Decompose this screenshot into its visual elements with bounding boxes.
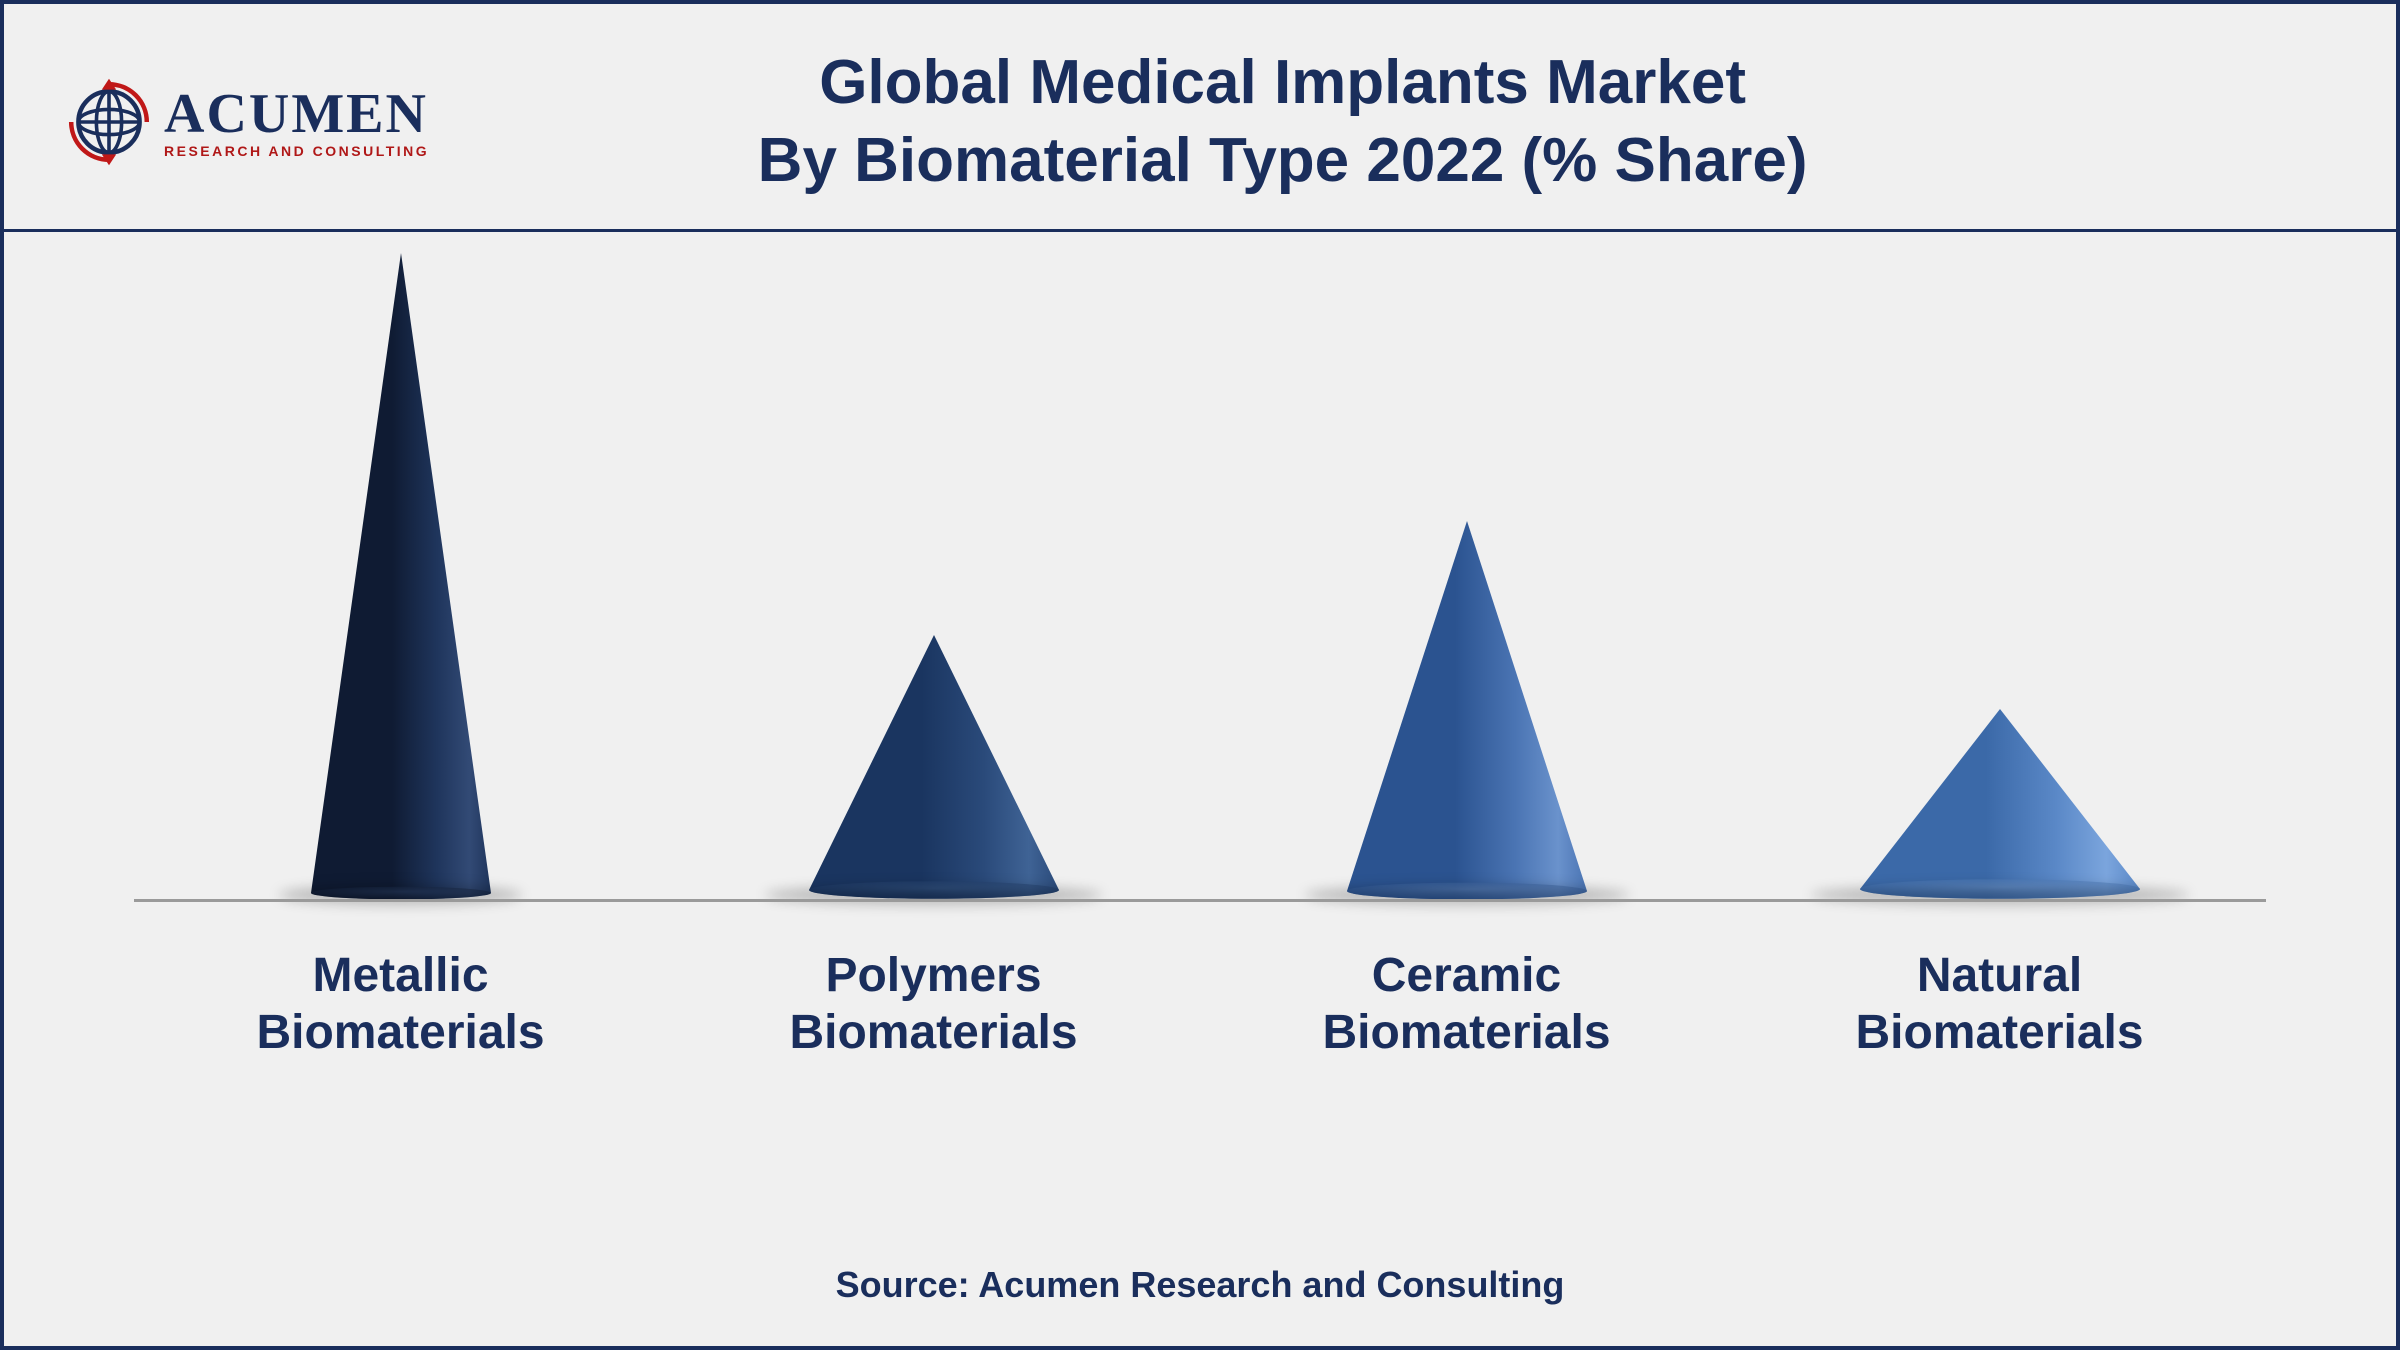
cone-svg xyxy=(1860,709,2140,899)
cone-1 xyxy=(667,635,1200,899)
cone-3 xyxy=(1733,709,2266,899)
title-line-1: Global Medical Implants Market xyxy=(429,44,2136,122)
infographic-frame: ACUMEN RESEARCH AND CONSULTING Global Me… xyxy=(0,0,2400,1350)
cone-shadow xyxy=(1305,885,1629,905)
globe-icon xyxy=(64,77,154,167)
category-label-line2: Biomaterials xyxy=(1200,1004,1733,1062)
cone-2 xyxy=(1200,521,1733,899)
labels-row: MetallicBiomaterialsPolymersBiomaterials… xyxy=(134,947,2266,1062)
category-label-line2: Biomaterials xyxy=(667,1004,1200,1062)
source-text: Source: Acumen Research and Consulting xyxy=(4,1264,2396,1306)
cone-0 xyxy=(134,253,667,899)
chart-baseline xyxy=(134,899,2266,902)
logo: ACUMEN RESEARCH AND CONSULTING xyxy=(64,77,429,167)
category-label-0: MetallicBiomaterials xyxy=(134,947,667,1062)
category-label-line1: Natural xyxy=(1733,947,2266,1005)
logo-text: ACUMEN RESEARCH AND CONSULTING xyxy=(164,86,429,158)
cone-svg xyxy=(311,253,491,899)
category-label-1: PolymersBiomaterials xyxy=(667,947,1200,1062)
title: Global Medical Implants Market By Biomat… xyxy=(429,44,2336,199)
cone-shadow xyxy=(765,885,1103,905)
chart-area: MetallicBiomaterialsPolymersBiomaterials… xyxy=(4,232,2396,1132)
cone-shadow xyxy=(1811,885,2189,905)
logo-sub-text: RESEARCH AND CONSULTING xyxy=(164,144,429,158)
category-label-line1: Polymers xyxy=(667,947,1200,1005)
cones-row xyxy=(134,249,2266,899)
category-label-line1: Ceramic xyxy=(1200,947,1733,1005)
header: ACUMEN RESEARCH AND CONSULTING Global Me… xyxy=(4,4,2396,232)
cone-shadow xyxy=(279,885,522,905)
logo-main-text: ACUMEN xyxy=(164,86,429,142)
title-line-2: By Biomaterial Type 2022 (% Share) xyxy=(429,122,2136,200)
category-label-3: NaturalBiomaterials xyxy=(1733,947,2266,1062)
category-label-line2: Biomaterials xyxy=(1733,1004,2266,1062)
cone-svg xyxy=(809,635,1059,899)
category-label-line1: Metallic xyxy=(134,947,667,1005)
category-label-line2: Biomaterials xyxy=(134,1004,667,1062)
category-label-2: CeramicBiomaterials xyxy=(1200,947,1733,1062)
cone-svg xyxy=(1347,521,1587,899)
